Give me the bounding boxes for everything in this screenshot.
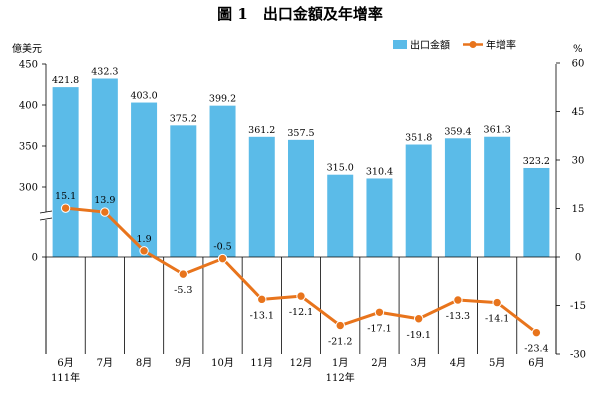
right-tick-label: 0 [575,253,581,264]
x-tick-label: 7月 [97,357,113,369]
x-tick-label: 6月 [528,357,544,369]
legend-bar-swatch [393,40,407,49]
bar [444,138,471,257]
growth-rate-label: -23.4 [524,344,548,355]
bar [209,105,236,257]
legend-bar-label: 出口金額 [410,39,450,52]
bar-value-label: 421.8 [52,75,79,86]
left-tick-label: 0 [32,253,38,264]
x-tick-label: 9月 [175,357,191,369]
chart-title: 圖 1 出口金額及年增率 [217,5,383,23]
growth-rate-point [60,203,71,213]
bar [288,139,314,257]
x-tick-label: 2月 [371,357,387,369]
growth-rate-label: -21.2 [328,337,352,348]
bar-value-label: 357.5 [287,128,314,139]
right-tick-label: -15 [570,301,586,312]
bar [366,178,393,257]
axis-break-mark [39,217,53,221]
bar-value-label: 432.3 [91,67,118,78]
bar [131,102,158,257]
bar [91,78,118,257]
growth-rate-point [217,253,228,264]
growth-rate-point [296,291,306,301]
legend-line-label: 年增率 [486,39,516,52]
year-label: 111年 [51,371,80,384]
year-label: 112年 [326,371,355,384]
bar [248,136,275,257]
x-tick-label: 4月 [450,357,466,369]
right-tick-label: 60 [572,59,585,70]
growth-rate-point [374,307,385,317]
bar-value-label: 403.0 [130,91,157,102]
bar [484,136,511,257]
bar [523,167,550,257]
growth-rate-point [139,246,149,256]
growth-rate-point [335,320,345,331]
right-tick-label: 45 [572,107,585,118]
growth-rate-label: -13.1 [250,310,274,321]
left-tick-label: 450 [19,60,38,71]
x-tick-label: 3月 [411,357,427,369]
bar-value-label: 375.2 [170,113,197,124]
bar-value-label: 359.4 [444,126,471,137]
x-tick-label: 12月 [290,357,313,369]
growth-rate-label: -14.1 [485,314,509,325]
growth-rate-point [178,269,189,279]
right-tick-label: 30 [572,156,585,167]
x-tick-label: 6月 [57,357,73,369]
bar-value-label: 361.3 [484,125,511,136]
bar [405,144,432,257]
growth-rate-point [531,327,542,338]
growth-rate-label: -19.1 [407,330,431,341]
x-tick-label: 10月 [211,357,234,369]
left-tick-label: 350 [19,142,38,153]
growth-rate-label: 15.1 [55,191,76,202]
bar-value-label: 310.4 [366,166,393,177]
axis-break-gap [40,212,52,220]
growth-rate-point [100,207,110,217]
bar-value-label: 323.2 [523,156,550,167]
growth-rate-point [453,295,463,305]
left-axis-unit: 億美元 [12,42,42,55]
left-tick-label: 400 [19,101,38,112]
growth-rate-label: -17.1 [367,323,391,334]
x-tick-label: 5月 [489,357,505,369]
plot-area: 421.8 432.3 403.0 375.2 399.2 361.2 357.5 315.0… [19,59,586,385]
growth-rate-label: -0.5 [213,242,231,253]
growth-rate-label: -5.3 [174,285,192,296]
growth-rate-label: -13.3 [446,311,470,322]
growth-rate-label: 13.9 [94,195,115,206]
growth-rate-point [257,294,267,305]
left-tick-label: 300 [19,183,38,194]
growth-rate-label: 1.9 [137,234,152,245]
growth-rate-label: -12.1 [289,307,313,318]
bar-value-label: 315.0 [327,163,354,174]
bar-value-label: 351.8 [405,133,432,144]
right-axis-unit: % [573,44,583,55]
bar-value-label: 399.2 [209,94,236,105]
bar [170,125,197,257]
right-tick-label: -30 [570,350,586,361]
growth-rate-point [492,297,502,308]
x-tick-label: 11月 [250,357,273,369]
bar-value-label: 361.2 [248,125,275,136]
legend-line-marker [469,41,477,48]
legend: 出口金額 年增率 [393,39,516,52]
x-tick-label: 8月 [136,357,152,369]
bar [327,174,354,257]
growth-rate-point [413,314,424,324]
x-tick-label: 1月 [332,357,348,369]
right-tick-label: 15 [572,204,585,215]
axis-break-mark [39,210,53,214]
bar [52,87,79,258]
